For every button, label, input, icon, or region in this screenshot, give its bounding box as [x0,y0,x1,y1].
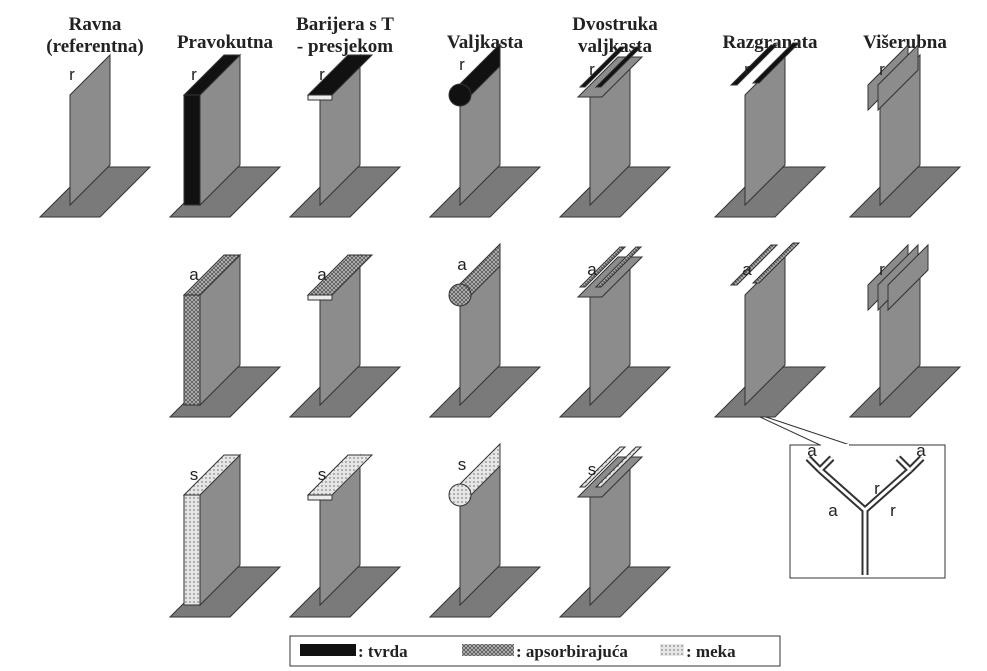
surface-label: r [69,65,75,84]
block-front [183,294,201,406]
surface-label: r [589,60,595,79]
surface-label: a [587,260,597,279]
cylinder-end [448,483,472,507]
branch [729,44,779,86]
inset-label: a [807,441,817,460]
surface-label: s [318,465,327,484]
column-title: Barijera s T [296,14,394,35]
column-title: (referentna) [46,36,143,57]
inset-label: r [890,501,896,520]
panel [69,53,111,207]
double-ridge [594,246,643,288]
surface-label: s [458,455,467,474]
column-title: Dvostruka [572,14,658,35]
surface-label: a [189,265,199,284]
cylinder-end [448,283,472,307]
column-title: Valjkasta [447,32,524,53]
t-edge [307,494,333,501]
inset-label: a [828,501,838,520]
branch [751,242,801,284]
legend: : tvrda : apsorbirajuća : meka [289,635,781,667]
legend-label: : apsorbirajuća [516,642,628,661]
block-front [183,94,201,206]
legend-label: : tvrda [358,642,408,661]
block-top [182,54,242,96]
surface-label: a [457,255,467,274]
column-title: Pravokutna [177,32,274,53]
double-ridge [594,46,643,88]
branch [751,42,801,84]
legend-label: : meka [686,642,736,661]
block-top [182,254,242,296]
inset-label: a [916,441,926,460]
double-ridge [578,46,627,88]
surface-label: r [879,260,885,279]
surface-label: r [744,60,750,79]
t-edge [307,94,333,101]
edge-panel [887,243,929,312]
surface-label: r [879,60,885,79]
double-ridge [578,246,627,288]
double-ridge [578,446,627,488]
surface-label: a [317,265,327,284]
block-top [182,454,242,496]
column-title: - presjekom [297,36,393,57]
double-ridge [594,446,643,488]
surface-label: r [319,65,325,84]
inset-label: r [874,479,880,498]
surface-label: s [588,460,597,479]
surface-label: r [459,55,465,74]
column-title: Višerubna [863,32,947,53]
edge-panel [877,43,919,112]
column-title: Ravna [69,14,122,35]
surface-label: r [191,65,197,84]
surface-label: a [742,260,752,279]
branch [729,244,779,286]
cylinder-end [448,83,472,107]
t-edge [307,294,333,301]
block-front [183,494,201,606]
surface-label: s [190,465,199,484]
inset-detail: a a r a r [744,409,946,579]
